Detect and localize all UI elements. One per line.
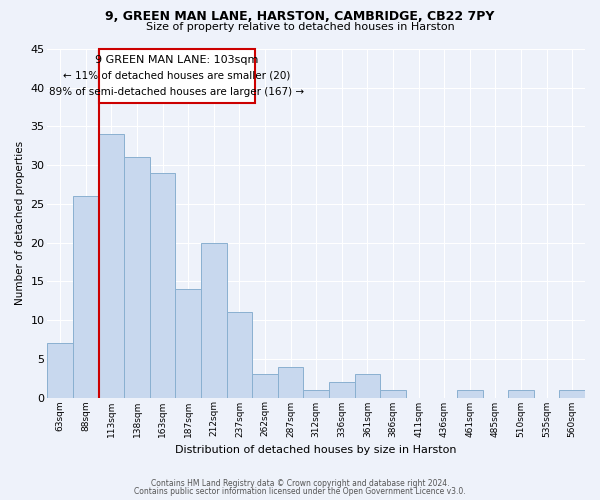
Bar: [98, 134, 124, 398]
Bar: [124, 158, 150, 398]
Bar: [457, 390, 482, 398]
Y-axis label: Number of detached properties: Number of detached properties: [15, 141, 25, 306]
Bar: [47, 344, 73, 398]
X-axis label: Distribution of detached houses by size in Harston: Distribution of detached houses by size …: [175, 445, 457, 455]
Text: Size of property relative to detached houses in Harston: Size of property relative to detached ho…: [146, 22, 454, 32]
Text: ← 11% of detached houses are smaller (20): ← 11% of detached houses are smaller (20…: [63, 70, 290, 81]
Bar: [380, 390, 406, 398]
Bar: [175, 289, 201, 398]
Text: 89% of semi-detached houses are larger (167) →: 89% of semi-detached houses are larger (…: [49, 87, 304, 97]
Bar: [278, 366, 304, 398]
Text: 9 GREEN MAN LANE: 103sqm: 9 GREEN MAN LANE: 103sqm: [95, 55, 259, 65]
Bar: [304, 390, 329, 398]
Bar: [508, 390, 534, 398]
Text: Contains public sector information licensed under the Open Government Licence v3: Contains public sector information licen…: [134, 487, 466, 496]
Bar: [252, 374, 278, 398]
Bar: [227, 312, 252, 398]
Bar: [150, 173, 175, 398]
Bar: [355, 374, 380, 398]
Bar: [329, 382, 355, 398]
Text: Contains HM Land Registry data © Crown copyright and database right 2024.: Contains HM Land Registry data © Crown c…: [151, 478, 449, 488]
Bar: [201, 242, 227, 398]
Bar: [73, 196, 98, 398]
Text: 9, GREEN MAN LANE, HARSTON, CAMBRIDGE, CB22 7PY: 9, GREEN MAN LANE, HARSTON, CAMBRIDGE, C…: [106, 10, 494, 23]
Bar: [559, 390, 585, 398]
FancyBboxPatch shape: [98, 49, 255, 103]
